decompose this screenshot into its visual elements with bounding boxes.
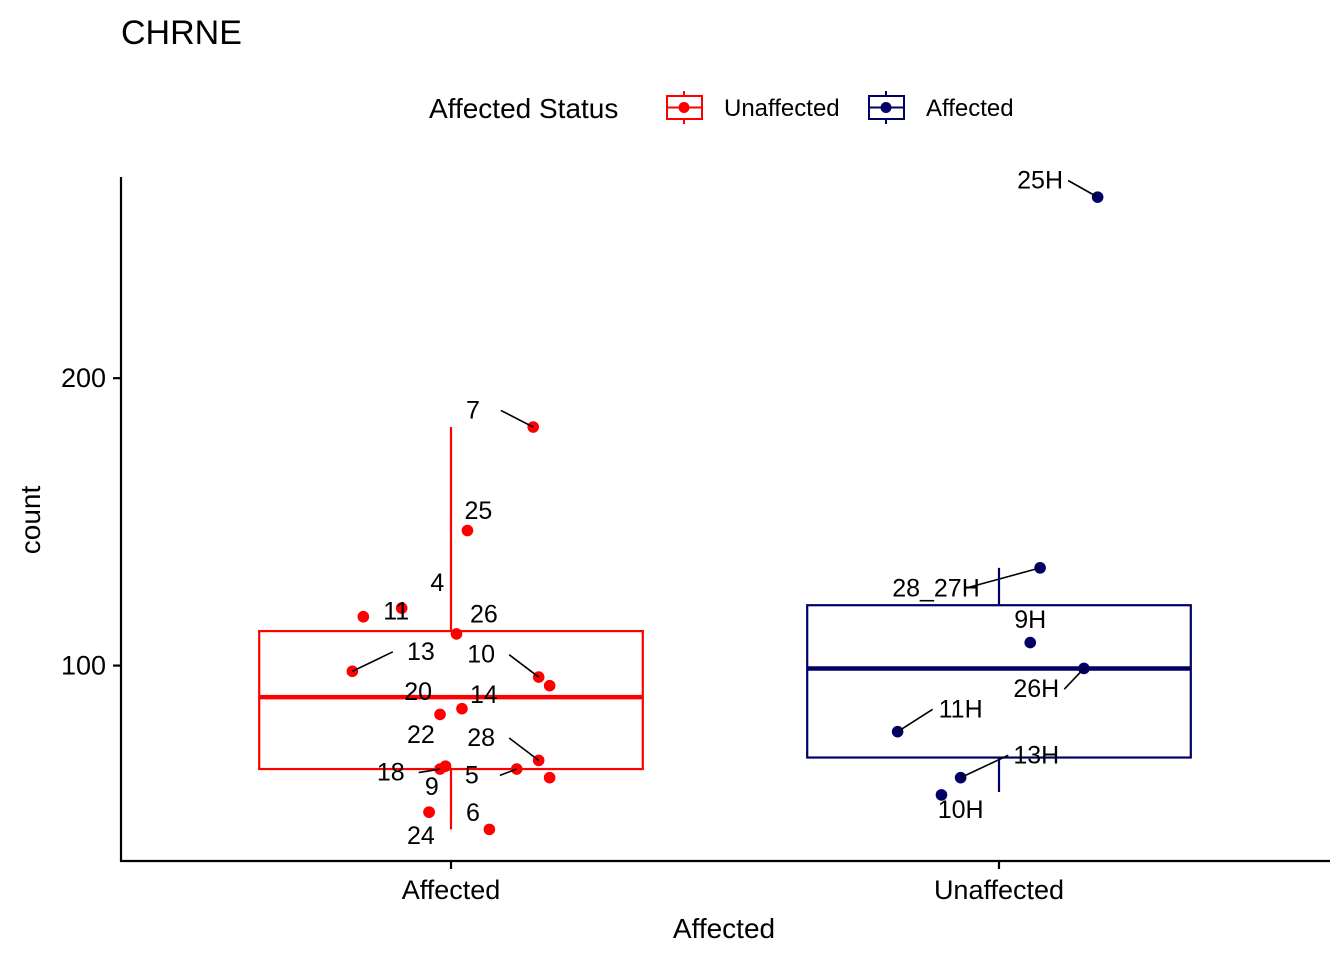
data-point-unaffected-unlabeled-7 <box>543 679 556 692</box>
y-tick-label-100: 100 <box>61 651 106 681</box>
point-label-unaffected-25: 25 <box>464 497 492 525</box>
label-leader-affected-11H <box>897 708 934 733</box>
x-tick-label-affected: Affected <box>402 875 501 905</box>
point-label-unaffected-24: 24 <box>407 822 435 850</box>
data-point-unaffected-unlabeled-14 <box>543 771 556 784</box>
label-leader-unaffected-28 <box>508 737 540 762</box>
point-label-unaffected-9: 9 <box>425 773 439 801</box>
point-label-unaffected-6: 6 <box>466 799 480 827</box>
point-label-affected-10H: 10H <box>938 796 984 824</box>
point-label-unaffected-7: 7 <box>466 396 480 424</box>
x-tick-label-unaffected: Unaffected <box>934 875 1064 905</box>
legend-key-unaffected <box>666 91 703 124</box>
point-label-affected-28_27H: 28_27H <box>892 575 980 603</box>
point-label-unaffected-13: 13 <box>407 638 435 666</box>
axes: 100 200 Affected Unaffected <box>61 363 1064 905</box>
iqr-box-unaffected <box>258 629 644 771</box>
box-unaffected <box>258 427 644 830</box>
data-point-unaffected-11 <box>357 610 370 623</box>
point-label-unaffected-18: 18 <box>377 759 405 787</box>
point-label-unaffected-26: 26 <box>470 600 498 628</box>
point-label-affected-9H: 9H <box>1014 606 1046 634</box>
label-leader-affected-26H <box>1063 667 1085 690</box>
y-tick-label-200: 200 <box>61 363 106 393</box>
point-label-affected-26H: 26H <box>1013 675 1059 703</box>
y-axis-title: count <box>15 486 46 555</box>
data-point-affected-9H <box>1024 636 1037 649</box>
data-point-affected-10H <box>935 789 948 801</box>
point-label-affected-11H: 11H <box>939 695 983 723</box>
data-point-unaffected-24 <box>423 806 435 818</box>
label-leader-affected-28_27H <box>963 567 1041 590</box>
label-leader-unaffected-5 <box>499 768 518 777</box>
legend-label-affected: Affected <box>926 95 1014 122</box>
label-leader-unaffected-10 <box>508 654 540 678</box>
plot-area: 7 25 4 11 26 13 10 20 14 22 28 18 596 24 25H 28_27H 9H 26… <box>258 166 1192 850</box>
x-axis-title: Affected <box>673 913 775 944</box>
data-point-unaffected-14 <box>456 702 468 715</box>
iqr-box-affected <box>806 604 1192 759</box>
data-point-unaffected-18 <box>434 763 446 775</box>
point-label-affected-13H: 13H <box>1013 741 1059 769</box>
point-label-unaffected-10: 10 <box>467 641 495 669</box>
data-point-unaffected-6 <box>483 823 496 836</box>
data-point-unaffected-7 <box>527 421 539 433</box>
point-label-affected-25H: 25H <box>1017 166 1063 194</box>
label-leader-unaffected-13 <box>352 651 394 673</box>
point-label-unaffected-14: 14 <box>470 681 498 709</box>
legend: Affected Status Unaffected Affected <box>429 91 1014 124</box>
box-affected <box>806 567 1192 793</box>
data-point-unaffected-26 <box>450 628 463 640</box>
point-label-unaffected-11: 11 <box>383 598 409 626</box>
point-label-unaffected-28: 28 <box>467 724 495 752</box>
point-label-unaffected-5: 5 <box>465 761 479 789</box>
legend-title: Affected Status <box>429 93 618 124</box>
data-point-unaffected-4 <box>395 602 408 614</box>
legend-label-unaffected: Unaffected <box>724 95 840 122</box>
legend-key-affected <box>868 91 905 124</box>
label-leader-affected-25H <box>1067 179 1099 198</box>
data-point-unaffected-20 <box>434 708 446 721</box>
point-label-unaffected-4: 4 <box>430 569 444 597</box>
label-leader-affected-13H <box>960 754 1009 779</box>
chart-title: CHRNE <box>121 14 242 52</box>
point-label-unaffected-20: 20 <box>404 678 432 706</box>
label-leader-unaffected-18 <box>418 768 441 774</box>
label-leader-unaffected-7 <box>500 409 534 428</box>
data-point-unaffected-25 <box>461 524 474 537</box>
point-label-unaffected-22: 22 <box>407 721 435 749</box>
